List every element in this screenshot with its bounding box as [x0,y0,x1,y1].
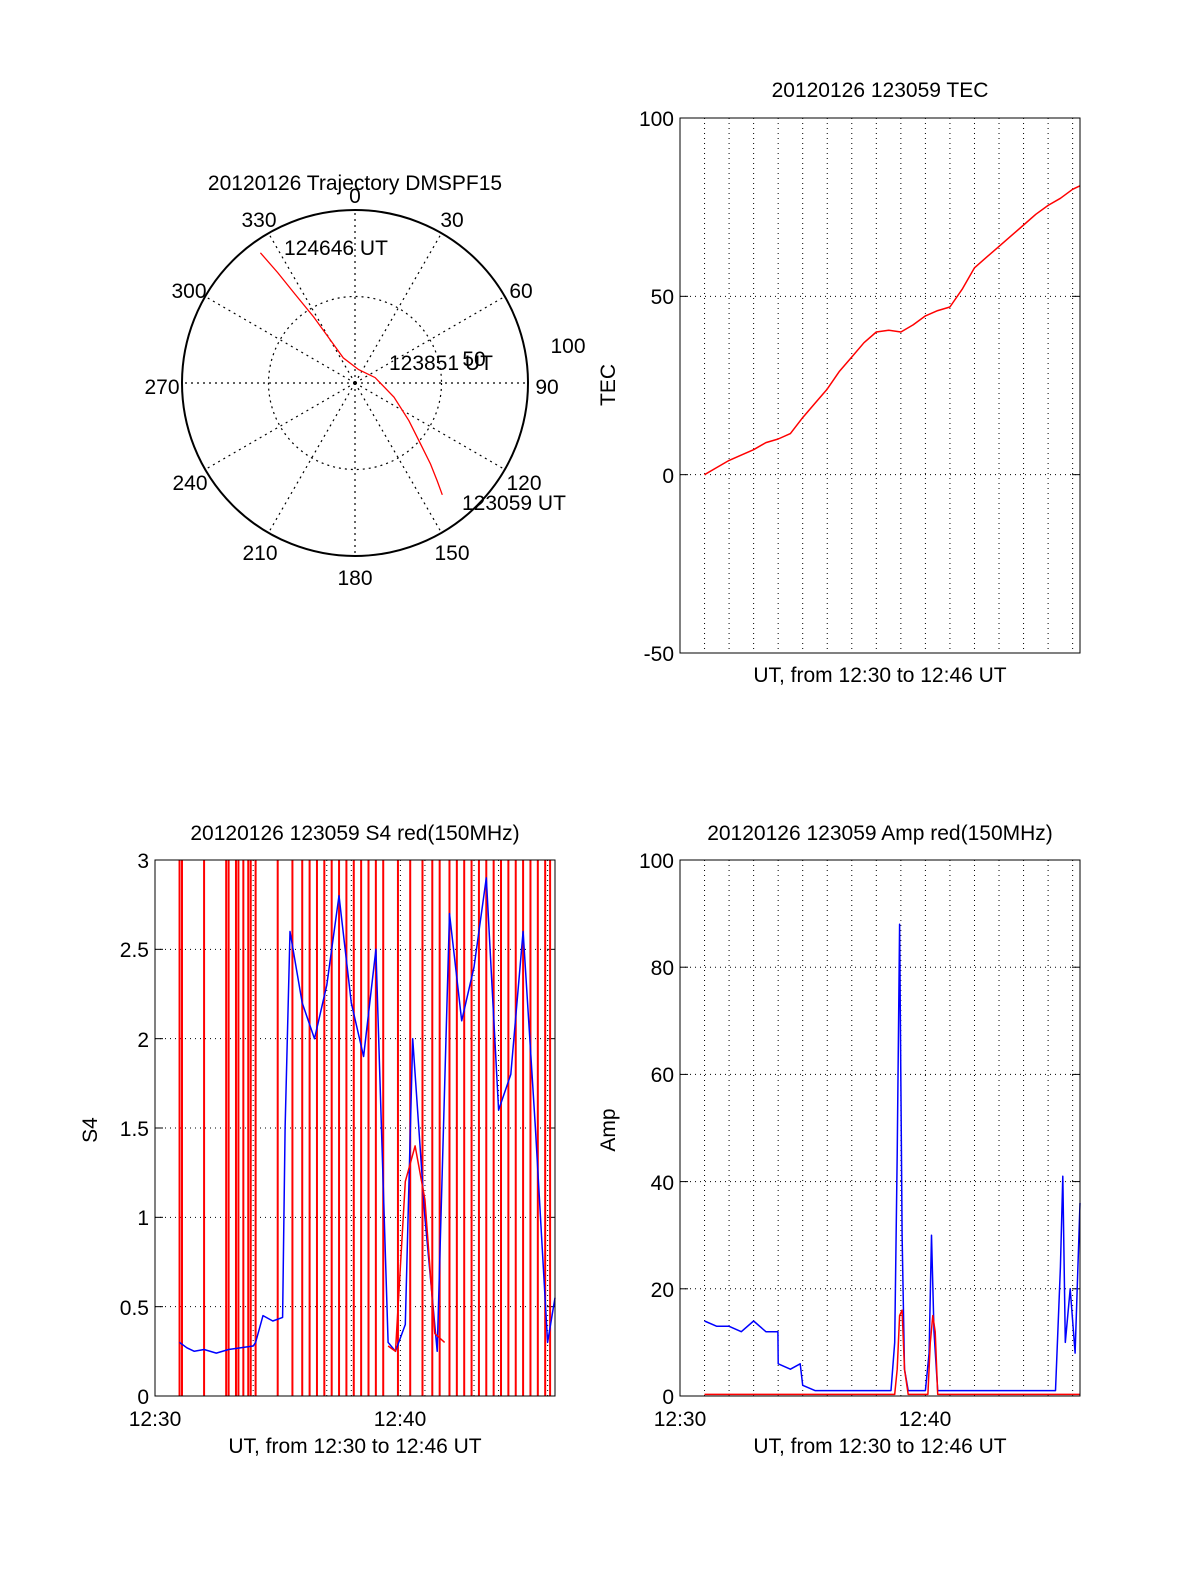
tec-title: 20120126 123059 TEC [772,79,989,102]
s4-ytick-label: 2.5 [120,939,149,962]
amp-ytick-label: 60 [651,1064,674,1087]
amp-xtick-label: 12:40 [899,1408,952,1431]
amp-ylabel: Amp [597,1108,620,1151]
polar-spoke-240 [204,382,356,471]
s4-xlabel: UT, from 12:30 to 12:46 UT [228,1435,481,1458]
trajectory-title: 20120126 Trajectory DMSPF15 [208,172,502,195]
radius-label-100: 100 [550,335,585,358]
angle-label-270: 270 [144,376,179,399]
angle-label-330: 330 [241,209,276,232]
s4-title: 20120126 123059 S4 red(150MHz) [190,822,519,845]
trajectory-line [259,252,443,496]
tec-xlabel: UT, from 12:30 to 12:46 UT [753,664,1006,687]
amp-ytick-label: 20 [651,1279,674,1302]
s4-ytick-label: 1 [137,1207,149,1230]
tec-grid [680,117,1080,654]
s4-series-line [179,877,556,1354]
s4-ytick-label: 3 [137,850,149,873]
amp-ytick-label: 100 [639,850,674,873]
amp-y-ticks: 100 80 60 40 20 0 [639,850,674,1409]
s4-ylabel: S4 [79,1117,102,1143]
tec-ylabel: TEC [597,364,620,406]
amp-series-line [704,1309,1080,1396]
polar-spoke-150 [354,382,443,534]
amp-plot-frame [679,859,1081,1397]
s4-plot-frame [154,859,556,1397]
angle-label-300: 300 [171,280,206,303]
amp-series [704,923,1081,1396]
polar-spoke-330 [267,232,356,384]
polar-grid [182,210,528,556]
angle-label-90: 90 [535,376,558,399]
tec-y-ticks: 100 50 0 -50 [639,108,674,666]
trajectory-annotation-mid: 123851 UT [389,352,493,375]
amp-ytick-label: 80 [651,957,674,980]
trajectory-annotation-start: 123059 UT [462,492,566,515]
s4-grid [155,859,555,1397]
chart-amp: 20120126 123059 Amp red(150MHz) 100 80 6… [597,822,1081,1458]
radius-label-50: 50 [462,348,485,371]
amp-ytick-label: 40 [651,1172,674,1195]
polar-angle-labels: 0 30 60 90 120 150 180 210 240 270 300 3… [144,185,558,590]
tec-series [704,185,1081,476]
angle-label-60: 60 [509,280,532,303]
polar-spoke-210 [267,382,356,534]
amp-grid [680,859,1080,1397]
s4-ytick-label: 1.5 [120,1118,149,1141]
s4-ytick-label: 2 [137,1029,149,1052]
polar-series [259,252,443,496]
polar-spoke-30 [354,232,443,384]
amp-xtick-label: 12:30 [654,1408,707,1431]
angle-label-210: 210 [242,542,277,565]
angle-label-150: 150 [434,542,469,565]
s4-y-ticks: 3 2.5 2 1.5 1 0.5 0 [120,850,149,1409]
amp-xlabel: UT, from 12:30 to 12:46 UT [753,1435,1006,1458]
s4-ytick-label: 0 [137,1386,149,1409]
angle-label-180: 180 [337,567,372,590]
polar-spoke-60 [354,295,506,384]
chart-tec: 20120126 123059 TEC 100 50 0 -50 UT, fro… [597,79,1081,687]
angle-label-120: 120 [506,472,541,495]
tec-plot-frame [679,117,1081,654]
polar-outer-circle [181,209,529,557]
tec-ytick-label: 100 [639,108,674,131]
s4-xtick-label: 12:40 [374,1408,427,1431]
s4-series [178,860,556,1396]
polar-chart-trajectory: 20120126 Trajectory DMSPF15 0 30 60 90 1… [144,172,585,590]
s4-ytick-label: 0.5 [120,1297,149,1320]
chart-s4: 20120126 123059 S4 red(150MHz) 3 2.5 2 1… [79,822,556,1458]
angle-label-0: 0 [349,185,361,208]
s4-series-line [387,1145,446,1353]
tec-ytick-label: -50 [644,643,674,666]
tec-series-line [704,185,1081,476]
angle-label-240: 240 [172,472,207,495]
amp-title: 20120126 123059 Amp red(150MHz) [707,822,1053,845]
tec-ytick-label: 50 [651,286,674,309]
s4-xtick-label: 12:30 [129,1408,182,1431]
tec-ytick-label: 0 [662,465,674,488]
polar-ring-50 [267,295,443,471]
polar-spoke-120 [354,382,506,471]
polar-spoke-300 [204,295,356,384]
angle-label-30: 30 [440,209,463,232]
trajectory-annotation-end: 124646 UT [284,237,388,260]
amp-ytick-label: 0 [662,1386,674,1409]
